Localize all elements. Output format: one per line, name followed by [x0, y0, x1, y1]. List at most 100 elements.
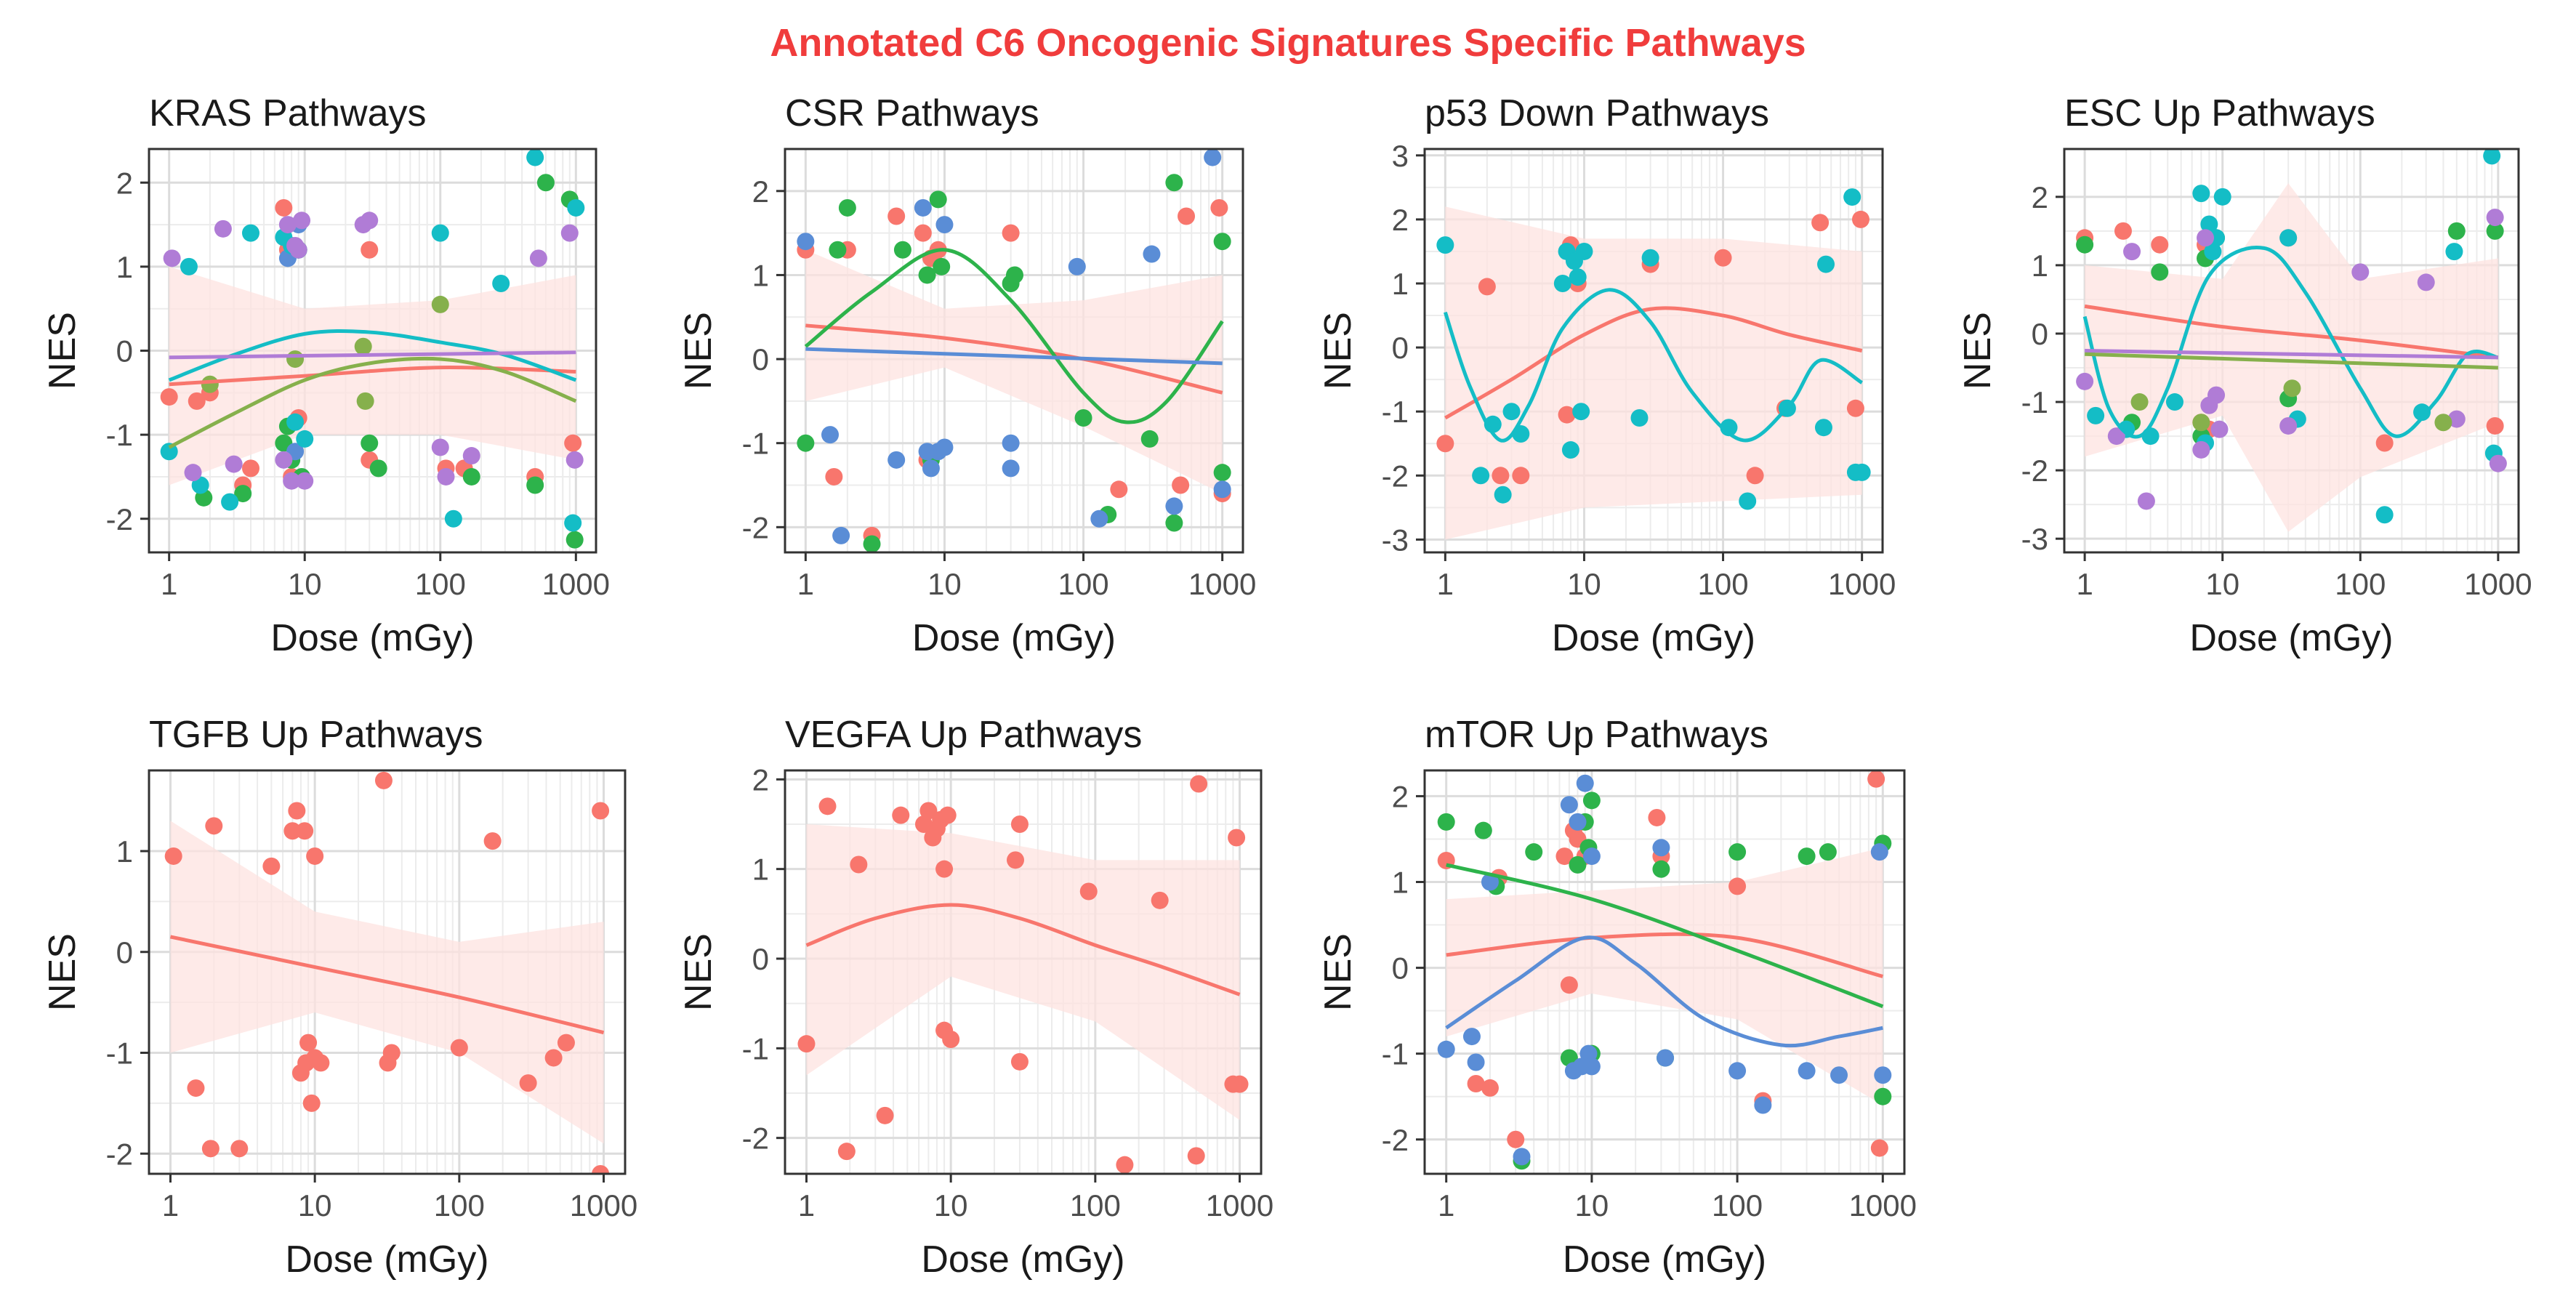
data-point-red — [187, 1079, 205, 1097]
y-tick-label: -1 — [742, 427, 769, 461]
y-tick-label: 3 — [1392, 139, 1409, 173]
data-point-cyan — [431, 224, 449, 242]
y-tick-label: 1 — [1392, 866, 1409, 900]
x-tick-label: 1 — [797, 567, 814, 601]
data-point-purple — [2210, 420, 2229, 438]
data-point-olive — [2434, 414, 2452, 432]
panel-tgfb-up-pathways: 1 10 100 1000 -2 -1 0 1 TGFB Up Pathways Dose (mG… — [41, 714, 637, 1281]
data-point-cyan — [2141, 427, 2160, 446]
data-point-blue — [1582, 847, 1601, 866]
x-axis-label: Dose (mGy) — [1563, 1238, 1766, 1281]
data-point-green — [1165, 514, 1183, 532]
data-point-purple — [163, 249, 181, 267]
data-point-blue — [1830, 1066, 1848, 1084]
y-tick-label: 1 — [2032, 249, 2048, 283]
data-point-cyan — [1572, 403, 1590, 421]
data-point-blue — [1569, 813, 1587, 831]
x-tick-label: 100 — [434, 1188, 485, 1222]
data-point-blue — [1513, 1148, 1531, 1166]
y-tick-label: -2 — [2021, 454, 2048, 488]
x-tick-label: 100 — [1698, 567, 1749, 601]
panel-border — [784, 148, 1244, 554]
y-tick-label: -1 — [1382, 395, 1409, 429]
y-tick-label: 1 — [1392, 267, 1409, 301]
panel-title: mTOR Up Pathways — [1425, 714, 1768, 756]
data-point-cyan — [2413, 403, 2431, 422]
panel-p53-down-pathways: 1 10 100 1000 -3 -2 -1 0 1 2 3 p53 Down Pathways Dos… — [1317, 92, 1896, 659]
y-tick-label: 2 — [1392, 203, 1409, 237]
data-point-cyan — [2213, 188, 2231, 206]
data-point-purple — [560, 224, 579, 242]
confidence-band — [805, 249, 1223, 494]
data-point-purple — [289, 241, 307, 259]
data-point-red — [1210, 198, 1228, 217]
data-point-blue — [1582, 1058, 1601, 1076]
data-point-green — [1874, 1087, 1892, 1105]
data-point-blue — [1870, 843, 1888, 861]
data-point-purple — [2447, 410, 2466, 428]
data-point-red — [1811, 214, 1830, 232]
data-point-red — [1746, 467, 1764, 485]
data-point-green — [2076, 235, 2094, 254]
data-point-red — [262, 857, 281, 875]
fit-line-cyan — [1443, 288, 1863, 443]
data-point-blue — [935, 216, 954, 234]
data-point-blue — [1002, 459, 1020, 478]
x-tick-label: 10 — [2205, 567, 2239, 601]
data-point-red — [2114, 222, 2132, 240]
data-point-red — [892, 806, 910, 824]
data-point-green — [1652, 860, 1670, 878]
data-point-blue — [887, 451, 906, 469]
data-point-cyan — [1575, 242, 1593, 260]
data-point-purple — [2417, 273, 2435, 291]
y-tick-label: 0 — [1392, 331, 1409, 365]
data-point-cyan — [2445, 243, 2463, 261]
x-tick-label: 1000 — [570, 1188, 637, 1222]
fit-line-purple — [169, 350, 576, 360]
fit-line-red — [1444, 306, 1863, 420]
data-point-purple — [2123, 243, 2141, 261]
data-point-cyan — [296, 430, 314, 448]
data-point-blue — [1657, 1049, 1675, 1067]
data-point-green — [1074, 409, 1092, 427]
x-tick-label: 100 — [1712, 1188, 1763, 1222]
y-tick-label: 0 — [116, 334, 133, 368]
data-point-red — [1481, 1079, 1499, 1097]
y-axis-label: NES — [41, 933, 84, 1011]
data-point-cyan — [1817, 255, 1835, 273]
data-point-red — [1467, 1075, 1485, 1093]
data-point-red — [1507, 1130, 1525, 1148]
data-point-blue — [1798, 1062, 1816, 1080]
data-point-red — [241, 459, 259, 478]
data-point-blue — [1462, 1028, 1481, 1046]
data-point-blue — [1437, 1040, 1455, 1058]
data-point-red — [544, 1049, 563, 1067]
data-point-blue — [914, 198, 932, 217]
panel-csr-pathways: 1 10 100 1000 -2 -1 0 1 2 CSR Pathways Dose (mGy) N… — [677, 92, 1256, 659]
panel-esc-up-pathways: 1 10 100 1000 -3 -2 -1 0 1 2 ESC Up Pathways Dose (… — [1957, 92, 2532, 659]
data-point-green — [1819, 843, 1837, 861]
data-point-blue — [832, 526, 850, 544]
data-point-red — [1728, 877, 1747, 895]
data-point-red — [483, 832, 502, 850]
panel-title: VEGFA Up Pathways — [785, 714, 1142, 756]
fit-line-red — [805, 903, 1241, 996]
data-point-cyan — [567, 198, 585, 217]
data-point-olive — [2283, 379, 2301, 398]
data-point-red — [1151, 891, 1169, 909]
data-point-purple — [529, 249, 547, 267]
y-tick-label: 2 — [752, 762, 769, 797]
fit-line-green — [804, 248, 1224, 424]
data-point-red — [887, 207, 906, 225]
fit-line-red — [2084, 304, 2499, 360]
data-point-red — [1558, 406, 1576, 424]
data-point-purple — [2107, 427, 2125, 446]
data-point-red — [230, 1140, 249, 1158]
data-point-blue — [1165, 497, 1183, 515]
fit-line-blue — [805, 347, 1223, 366]
data-point-red — [1512, 467, 1530, 485]
data-point-olive — [201, 375, 219, 393]
data-point-green — [1569, 855, 1587, 874]
data-point-red — [592, 1165, 610, 1174]
data-point-olive — [2192, 414, 2210, 432]
